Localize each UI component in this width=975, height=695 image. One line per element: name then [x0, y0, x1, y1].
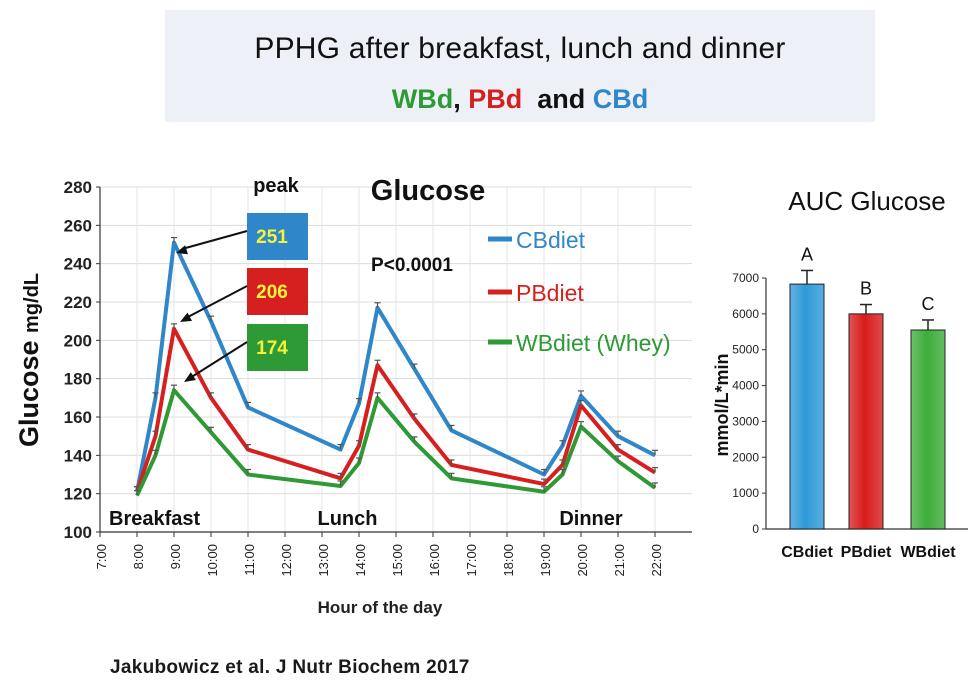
auc-y-tick-label: 6000 [732, 307, 759, 321]
subtitle-and: and [537, 84, 586, 114]
x-tick-label: 16:00 [427, 544, 442, 577]
auc-y-tick-label: 5000 [732, 343, 759, 357]
auc-y-tick-label: 1000 [732, 486, 759, 500]
auc-bar-cbdiet [789, 283, 825, 530]
x-tick-label: 12:00 [279, 544, 294, 577]
subtitle-wbd: WBd [391, 84, 454, 114]
significance-label: P<0.0001 [371, 255, 453, 276]
y-tick-label: 100 [64, 523, 92, 542]
auc-letter-2: C [922, 294, 935, 314]
peak-box-wb [247, 324, 308, 371]
meal-label-breakfast: Breakfast [109, 508, 201, 530]
peak-arrowhead-pb [180, 312, 192, 322]
auc-y-tick-label: 7000 [732, 271, 759, 285]
x-tick-label: 21:00 [612, 544, 627, 577]
peak-value-wb: 174 [256, 338, 288, 359]
legend-label-pb: PBdiet [516, 280, 584, 306]
legend-label-cb: CBdiet [516, 227, 586, 253]
y-axis-title-unit: mg/dL [21, 273, 43, 333]
auc-category-label: CBdiet [781, 544, 833, 561]
auc-title: AUC Glucose [788, 186, 946, 216]
meal-label-lunch: Lunch [318, 508, 378, 530]
meal-label-dinner: Dinner [559, 508, 623, 530]
citation: Jakubowicz et al. J Nutr Biochem 2017 [110, 657, 470, 678]
x-tick-label: 14:00 [353, 544, 368, 577]
y-tick-label: 220 [64, 293, 92, 312]
subtitle-cbd: CBd [592, 84, 649, 114]
x-tick-label: 17:00 [464, 544, 479, 577]
auc-y-tick-label: 3000 [732, 414, 759, 428]
peak-arrowhead-wb [184, 372, 196, 382]
peak-box-pb [247, 268, 308, 315]
auc-letter-1: B [860, 279, 872, 299]
x-tick-label: 18:00 [501, 544, 516, 577]
x-tick-label: 22:00 [649, 544, 664, 577]
y-tick-label: 280 [64, 178, 92, 197]
peak-arrowhead-cb [176, 245, 188, 255]
y-tick-label: 240 [64, 255, 92, 274]
banner-subtitle: WBd, PBd and CBd [165, 84, 875, 115]
peak-arrow-cb [181, 230, 248, 250]
x-tick-label: 10:00 [205, 544, 220, 577]
chart-title: Glucose [371, 175, 485, 207]
x-tick-label: 19:00 [538, 544, 553, 577]
peak-value-cb: 251 [256, 227, 288, 248]
y-tick-label: 180 [64, 370, 92, 389]
subtitle-comma: , [453, 84, 461, 114]
y-tick-label: 140 [64, 446, 92, 465]
peak-label: peak [253, 175, 299, 197]
auc-letter-0: A [801, 244, 813, 264]
legend-label-wb: WBdiet (Whey) [516, 330, 671, 356]
y-tick-label: 160 [64, 408, 92, 427]
auc-y-tick-label: 2000 [732, 450, 759, 464]
x-tick-label: 8:00 [131, 544, 146, 569]
x-tick-label: 13:00 [316, 544, 331, 577]
y-tick-label: 200 [64, 331, 92, 350]
title-banner: PPHG after breakfast, lunch and dinner W… [165, 10, 875, 122]
x-tick-label: 20:00 [575, 544, 590, 577]
peak-value-pb: 206 [256, 282, 288, 303]
x-tick-label: 9:00 [168, 544, 183, 569]
x-tick-label: 11:00 [242, 544, 257, 576]
auc-bar-wbdiet [910, 329, 946, 530]
y-axis-title-main: Glucose [14, 333, 44, 447]
auc-category-label: WBdiet [900, 544, 956, 561]
x-axis-title: Hour of the day [318, 598, 443, 617]
x-tick-label: 7:00 [94, 544, 109, 569]
auc-bar-pbdiet [848, 313, 884, 530]
peak-arrow-wb [189, 341, 248, 379]
auc-y-tick-label: 0 [752, 522, 759, 536]
auc-category-label: PBdiet [841, 544, 892, 561]
x-tick-label: 15:00 [390, 544, 405, 577]
auc-y-tick-label: 4000 [732, 379, 759, 393]
y-tick-label: 120 [64, 485, 92, 504]
peak-arrow-pb [185, 285, 248, 319]
auc-y-axis-title: mmol/L*min [712, 353, 732, 456]
y-axis-title: Glucose mg/dL [14, 273, 44, 447]
banner-title: PPHG after breakfast, lunch and dinner [254, 32, 786, 65]
peak-box-cb [247, 213, 308, 260]
subtitle-pbd: PBd [468, 84, 523, 114]
y-tick-label: 260 [64, 216, 92, 235]
